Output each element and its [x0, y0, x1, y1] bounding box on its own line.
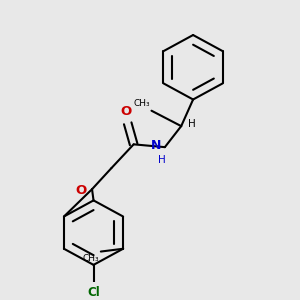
Text: N: N: [151, 139, 161, 152]
Text: Cl: Cl: [87, 286, 100, 299]
Text: CH₃: CH₃: [134, 99, 150, 108]
Text: H: H: [188, 119, 196, 129]
Text: O: O: [121, 105, 132, 118]
Text: H: H: [158, 155, 166, 165]
Text: CH₃: CH₃: [83, 254, 99, 263]
Text: O: O: [75, 184, 87, 197]
